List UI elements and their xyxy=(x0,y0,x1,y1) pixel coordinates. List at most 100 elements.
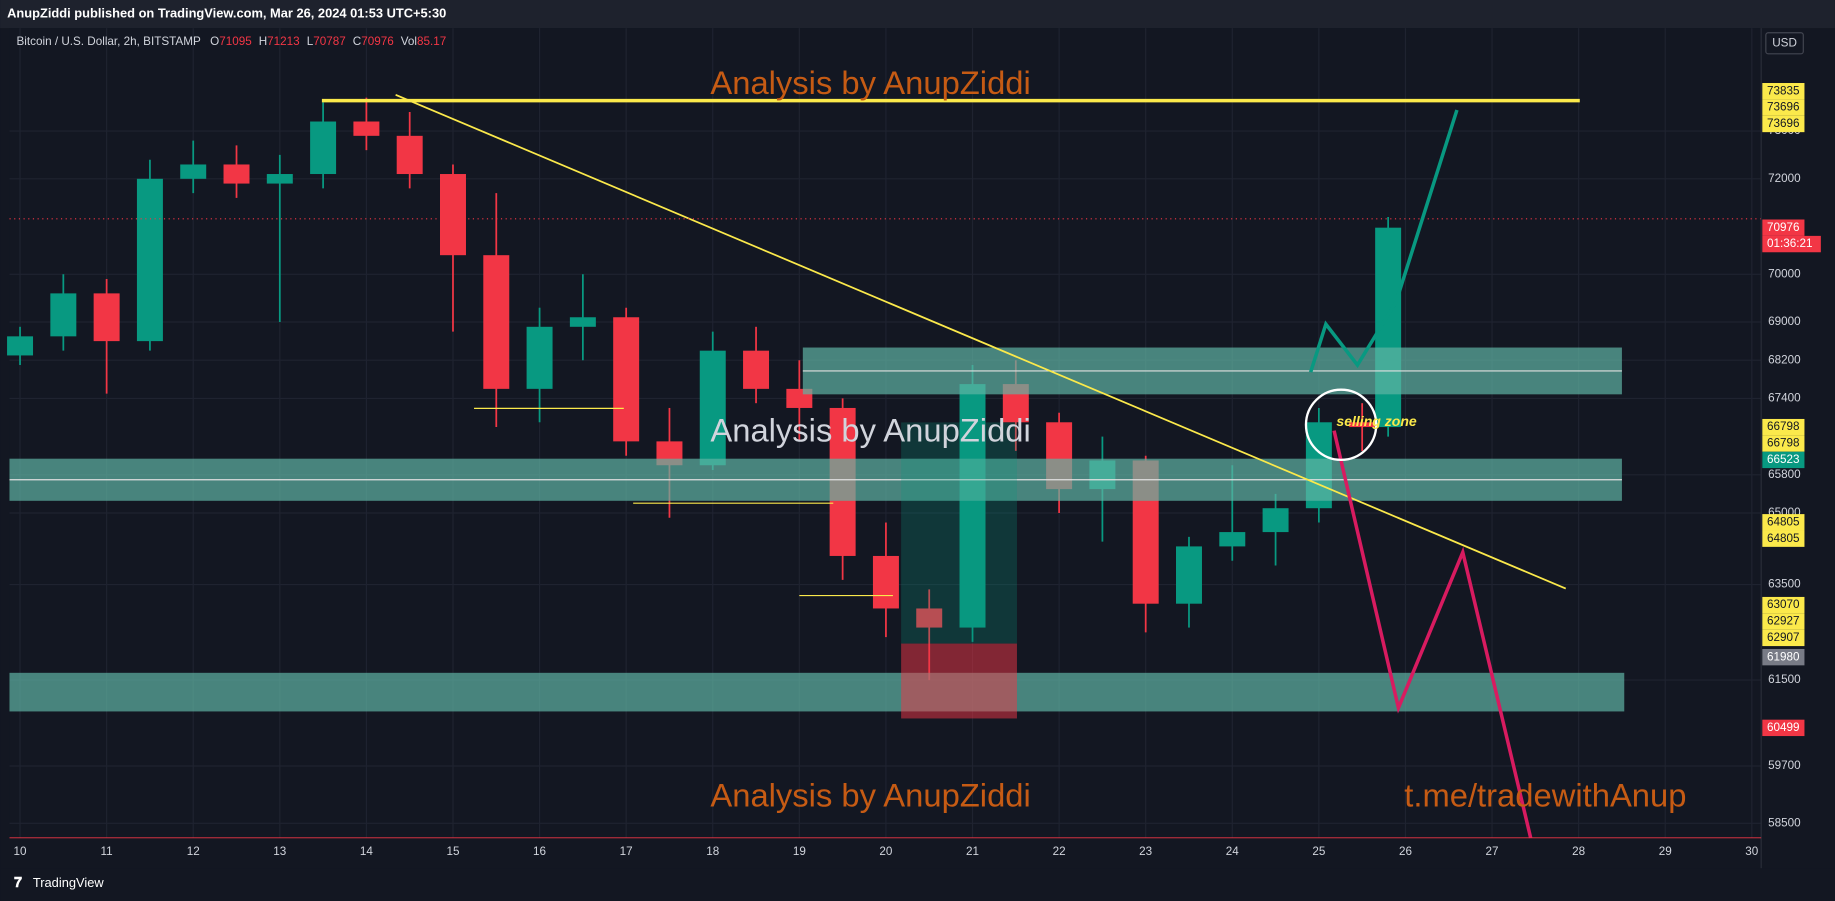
watermark: Analysis by AnupZiddi xyxy=(710,412,1030,449)
y-tick-label: 65800 xyxy=(1768,468,1801,481)
drawings: selling zone Analysis by AnupZiddi Analy… xyxy=(9,64,1762,839)
price-label: 61980 xyxy=(1767,650,1800,663)
legend-key: Vol xyxy=(401,35,417,48)
legend-key: L xyxy=(307,35,314,48)
candle-body xyxy=(483,255,510,389)
price-label-box xyxy=(1762,418,1805,436)
watermark: t.me/tradewithAnup xyxy=(1404,777,1686,814)
x-tick-label: 23 xyxy=(1139,845,1152,858)
y-tick-label: 72000 xyxy=(1768,172,1801,185)
x-tick-label: 25 xyxy=(1312,845,1326,858)
candle-body xyxy=(1262,508,1289,533)
footer-bar xyxy=(0,868,1835,901)
price-label-box xyxy=(1762,629,1805,647)
countdown: 01:36:21 xyxy=(1767,237,1813,250)
y-tick-label: 63500 xyxy=(1768,578,1801,591)
x-tick-label: 18 xyxy=(706,845,719,858)
currency: USD xyxy=(1772,36,1797,49)
candle-body xyxy=(310,121,337,175)
x-tick-label: 24 xyxy=(1226,845,1240,858)
candle-body xyxy=(439,174,466,256)
candle-body xyxy=(916,608,943,628)
candle-body xyxy=(50,293,77,337)
price-label: 64805 xyxy=(1767,515,1800,528)
legend-key: O xyxy=(210,35,219,48)
trend-line xyxy=(395,93,1567,590)
legend-key: H xyxy=(259,35,267,48)
y-tick-label: 70000 xyxy=(1768,267,1801,280)
price-label-box xyxy=(1762,435,1805,452)
price-label: 62927 xyxy=(1767,615,1800,628)
candle-body xyxy=(180,164,207,179)
x-tick-label: 27 xyxy=(1486,845,1499,858)
countdown-box xyxy=(1762,235,1821,253)
watermark: Analysis by AnupZiddi xyxy=(710,64,1030,101)
candle-body xyxy=(1349,422,1376,428)
x-tick-label: 15 xyxy=(446,845,460,858)
ohlc: O71095 H71213 L70787 C70976 Vol85.17 xyxy=(210,35,446,48)
legend-value: 85.17 xyxy=(417,35,446,48)
x-tick-label: 21 xyxy=(966,845,979,858)
candle-body xyxy=(353,121,380,136)
x-tick-label: 14 xyxy=(360,845,374,858)
candle-body xyxy=(1219,532,1246,547)
x-tick-label: 28 xyxy=(1572,845,1585,858)
candle-body xyxy=(569,317,596,327)
candle-body xyxy=(613,317,640,442)
zone xyxy=(9,672,1625,712)
candle-body xyxy=(266,174,293,184)
x-tick-label: 17 xyxy=(620,845,633,858)
y-tick-label: 61500 xyxy=(1768,673,1801,686)
price-label-box xyxy=(1762,530,1805,547)
price-label: 63070 xyxy=(1767,598,1800,611)
symbol-name: Bitcoin / U.S. Dollar, 2h, BITSTAMP xyxy=(17,35,201,48)
x-tick-label: 22 xyxy=(1053,845,1066,858)
x-tick-label: 11 xyxy=(101,845,113,858)
tv-logo: 𝟕 xyxy=(14,874,22,890)
y-tick-label: 67400 xyxy=(1768,392,1801,405)
price-label: 73696 xyxy=(1767,101,1800,114)
candle-body xyxy=(7,336,34,356)
legend-value: 71213 xyxy=(267,35,300,48)
candle-body xyxy=(526,326,553,389)
x-tick-label: 12 xyxy=(187,845,200,858)
candle-body xyxy=(872,555,899,609)
symbol-legend: Bitcoin / U.S. Dollar, 2h, BITSTAMP O7109… xyxy=(17,35,447,48)
annotation: selling zone xyxy=(1336,413,1416,429)
x-tick-label: 13 xyxy=(273,845,286,858)
price-label: 62907 xyxy=(1767,631,1800,644)
price-label-box xyxy=(1762,514,1805,531)
long-position-target xyxy=(901,422,1017,644)
x-tick-label: 30 xyxy=(1745,845,1759,858)
legend-value: 70787 xyxy=(313,35,346,48)
price-label-box xyxy=(1762,613,1805,630)
x-tick-label: 19 xyxy=(793,845,806,858)
symbol: Bitcoin / U.S. Dollar, 2h, BITSTAMP O7109… xyxy=(17,35,447,48)
price-label-box xyxy=(1762,99,1805,116)
plot: selling zone Analysis by AnupZiddi Analy… xyxy=(7,28,1762,839)
price-label: 66798 xyxy=(1767,420,1800,433)
x-tick-label: 16 xyxy=(533,845,546,858)
footer: TradingView xyxy=(33,875,104,890)
y-tick-label: 68200 xyxy=(1768,353,1801,366)
x-tick-label: 26 xyxy=(1399,845,1412,858)
top-bar xyxy=(0,0,1835,29)
selling-circle xyxy=(1304,388,1378,462)
legend-key: C xyxy=(353,35,361,48)
y-tick-label: 59700 xyxy=(1768,759,1801,772)
price-label-box xyxy=(1762,719,1805,737)
currency-button[interactable] xyxy=(1765,32,1804,55)
price-label-box xyxy=(1762,648,1805,666)
candle-body xyxy=(93,293,120,342)
bearish-path xyxy=(1332,430,1533,839)
candle-body xyxy=(396,135,423,175)
long-position-stop xyxy=(901,643,1017,719)
price-label-box xyxy=(1762,83,1805,100)
candle-body xyxy=(743,350,770,389)
published-line: AnupZiddi published on TradingView.com, … xyxy=(7,5,446,20)
price-label: 66523 xyxy=(1767,453,1800,466)
price-label: 70976 xyxy=(1767,221,1800,234)
candle-body xyxy=(136,178,163,342)
